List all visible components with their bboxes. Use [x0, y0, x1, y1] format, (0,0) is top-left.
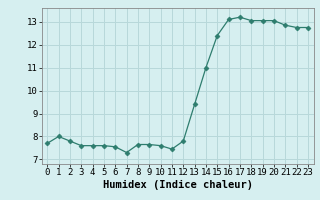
X-axis label: Humidex (Indice chaleur): Humidex (Indice chaleur)	[103, 180, 252, 190]
